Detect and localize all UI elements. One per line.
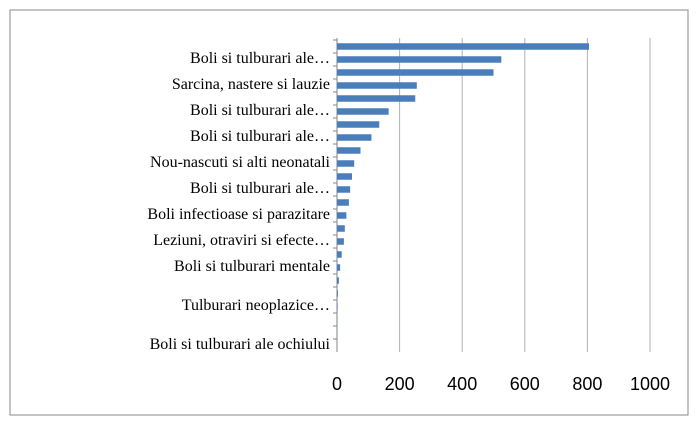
bar: [337, 303, 338, 310]
x-tick-label: 400: [447, 374, 477, 394]
bar: [337, 160, 355, 167]
x-tick-label: 800: [572, 374, 602, 394]
bar: [337, 199, 349, 206]
bar: [337, 147, 361, 154]
bar: [337, 277, 339, 284]
y-tick-label: Nou-nascuti si alti neonatali: [150, 154, 331, 171]
x-tick-label: 600: [510, 374, 540, 394]
y-tick-label: Boli si tulburari ale…: [190, 102, 330, 119]
bar: [337, 290, 338, 297]
bar: [337, 225, 345, 232]
x-tick-label: 0: [332, 374, 342, 394]
bar: [337, 173, 353, 180]
bar: [337, 212, 347, 219]
y-tick-label: Leziuni, otraviri si efecte…: [153, 232, 330, 249]
x-tick-label: 200: [385, 374, 415, 394]
bar: [337, 108, 389, 115]
y-tick-label: Boli si tulburari ale…: [190, 180, 330, 197]
bar: [337, 238, 344, 245]
y-tick-label: Boli si tulburari ale…: [190, 128, 330, 145]
bar: [337, 251, 342, 258]
x-tick-label: 1000: [630, 374, 670, 394]
bar: [337, 134, 372, 141]
bar: [337, 121, 380, 128]
y-tick-label: Tulburari neoplazice…: [182, 297, 330, 314]
bar: [337, 69, 494, 76]
bar: [337, 43, 589, 50]
y-tick-label: Boli infectioase si parazitare: [147, 206, 330, 223]
y-tick-label: Boli si tulburari mentale: [174, 258, 330, 275]
bar: [337, 186, 351, 193]
bar: [337, 82, 417, 89]
bar: [337, 95, 416, 102]
bar: [337, 264, 341, 271]
y-tick-label: Boli si tulburari ale ochiului: [150, 336, 331, 353]
y-tick-label: Boli si tulburari ale…: [190, 50, 330, 67]
chart-border: [9, 9, 689, 416]
y-tick-label: Sarcina, nastere si lauzie: [172, 76, 330, 93]
bar: [337, 56, 502, 63]
